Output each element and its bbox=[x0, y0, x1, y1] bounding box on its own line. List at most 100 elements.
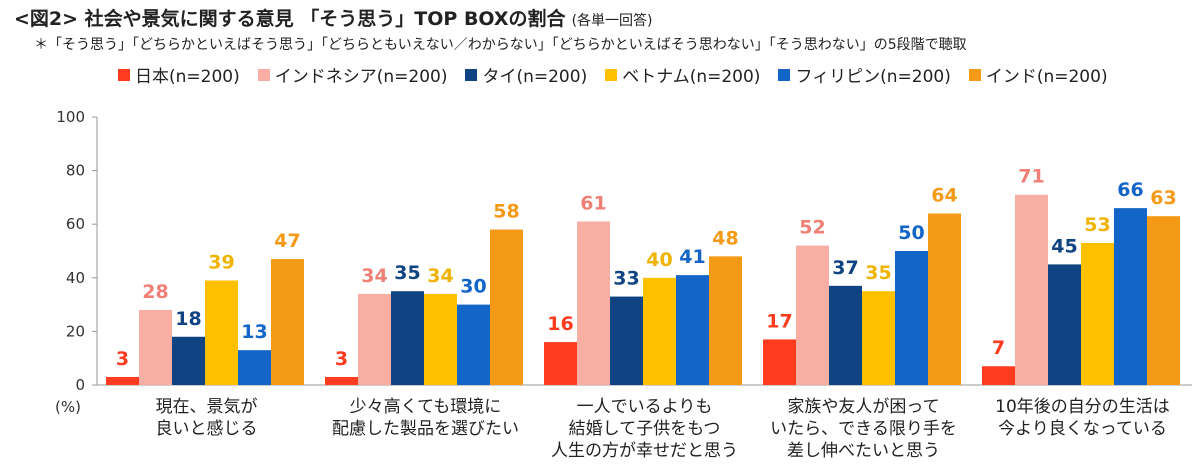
legend-label: 日本(n=200) bbox=[135, 67, 240, 87]
bar bbox=[172, 336, 205, 385]
category-label: 配慮した製品を選びたい bbox=[332, 419, 519, 439]
bar bbox=[676, 275, 709, 385]
data-label: 39 bbox=[208, 251, 234, 273]
bar bbox=[1114, 208, 1147, 385]
bar bbox=[895, 251, 928, 385]
y-tick-label: 60 bbox=[66, 215, 85, 233]
bar bbox=[796, 245, 829, 385]
bar bbox=[1081, 242, 1114, 385]
data-label: 64 bbox=[931, 184, 957, 206]
bar bbox=[139, 309, 172, 385]
legend-item: フィリピン(n=200) bbox=[778, 62, 951, 87]
bar bbox=[643, 277, 676, 385]
chart-subtitle: (各単一回答) bbox=[571, 13, 653, 29]
legend: 日本(n=200) インドネシア(n=200) タイ(n=200) ベトナム(n=20… bbox=[118, 62, 1108, 87]
category-label: 一人でいるよりも bbox=[577, 397, 713, 417]
legend-label: タイ(n=200) bbox=[482, 67, 588, 87]
legend-swatch bbox=[465, 68, 478, 81]
bar bbox=[271, 259, 304, 385]
data-label: 48 bbox=[712, 227, 738, 249]
data-label: 18 bbox=[175, 308, 201, 330]
legend-swatch bbox=[257, 68, 270, 81]
data-label: 34 bbox=[361, 265, 387, 287]
bar bbox=[106, 376, 139, 385]
category-label: 現在、景気が bbox=[156, 397, 258, 417]
data-label: 35 bbox=[865, 262, 891, 284]
data-label: 40 bbox=[646, 249, 672, 271]
data-label: 30 bbox=[460, 276, 486, 298]
category-label: 差し伸べたいと思う bbox=[787, 441, 940, 461]
bar bbox=[928, 213, 961, 385]
legend-item: 日本(n=200) bbox=[118, 62, 240, 87]
legend-swatch bbox=[605, 68, 618, 81]
category-label: 結婚して子供をもつ bbox=[569, 419, 721, 439]
legend-item: ベトナム(n=200) bbox=[605, 62, 760, 87]
data-label: 66 bbox=[1117, 179, 1143, 201]
bar bbox=[391, 291, 424, 385]
data-label: 45 bbox=[1051, 235, 1077, 257]
legend-item: タイ(n=200) bbox=[465, 62, 587, 87]
legend-swatch bbox=[778, 68, 791, 81]
bar bbox=[358, 293, 391, 385]
data-label: 13 bbox=[241, 321, 267, 343]
legend-item: インドネシア(n=200) bbox=[257, 62, 448, 87]
data-label: 3 bbox=[335, 348, 348, 370]
bar bbox=[829, 285, 862, 385]
data-label: 52 bbox=[799, 217, 825, 239]
bar bbox=[610, 296, 643, 385]
data-label: 71 bbox=[1018, 166, 1044, 188]
data-label: 35 bbox=[394, 262, 420, 284]
bar bbox=[1147, 216, 1180, 385]
bar bbox=[763, 339, 796, 385]
y-tick-label: 0 bbox=[75, 376, 85, 394]
bar bbox=[982, 366, 1015, 385]
category-label: 10年後の自分の生活は bbox=[995, 397, 1170, 417]
data-label: 47 bbox=[274, 230, 300, 252]
data-label: 58 bbox=[493, 201, 519, 223]
legend-item: インド(n=200) bbox=[968, 62, 1108, 87]
bar bbox=[205, 280, 238, 385]
y-tick-label: 80 bbox=[66, 162, 85, 180]
legend-swatch bbox=[968, 68, 981, 81]
bar bbox=[457, 304, 490, 385]
data-label: 50 bbox=[898, 222, 924, 244]
category-label: 良いと感じる bbox=[156, 419, 258, 439]
bar bbox=[325, 376, 358, 385]
chart-title-text: <図2> 社会や景気に関する意見 「そう思う」TOP BOXの割合 bbox=[14, 8, 566, 30]
category-label: 少々高くても環境に bbox=[350, 397, 502, 417]
legend-label: インドネシア(n=200) bbox=[274, 67, 448, 87]
data-label: 28 bbox=[142, 281, 168, 303]
data-label: 41 bbox=[679, 246, 705, 268]
bar bbox=[490, 229, 523, 385]
bar bbox=[424, 293, 457, 385]
data-label: 17 bbox=[766, 310, 792, 332]
bar bbox=[1048, 264, 1081, 385]
legend-swatch bbox=[118, 68, 130, 81]
bar bbox=[862, 291, 895, 385]
legend-label: ベトナム(n=200) bbox=[622, 67, 761, 87]
data-label: 63 bbox=[1150, 187, 1176, 209]
data-label: 3 bbox=[116, 348, 129, 370]
y-unit-label: (%) bbox=[55, 398, 81, 416]
data-label: 61 bbox=[580, 193, 606, 215]
data-label: 53 bbox=[1084, 214, 1110, 236]
category-label: 今より良くなっている bbox=[998, 419, 1167, 439]
legend-label: フィリピン(n=200) bbox=[795, 67, 951, 87]
data-label: 37 bbox=[832, 257, 858, 279]
category-label: いたら、できる限り手を bbox=[770, 419, 957, 439]
y-tick-label: 40 bbox=[66, 269, 85, 287]
data-label: 33 bbox=[613, 268, 639, 290]
bar bbox=[1015, 194, 1048, 385]
legend-label: インド(n=200) bbox=[985, 67, 1108, 87]
data-label: 7 bbox=[992, 337, 1005, 359]
y-tick-label: 20 bbox=[66, 322, 85, 340]
bar bbox=[544, 342, 577, 385]
bar bbox=[238, 350, 271, 385]
category-label: 人生の方が幸せだと思う bbox=[551, 441, 738, 461]
bar bbox=[709, 256, 742, 385]
y-tick-label: 100 bbox=[56, 108, 85, 126]
chart-title: <図2> 社会や景気に関する意見 「そう思う」TOP BOXの割合 (各単一回答) bbox=[14, 4, 653, 31]
bar bbox=[577, 221, 610, 385]
data-label: 34 bbox=[427, 265, 453, 287]
